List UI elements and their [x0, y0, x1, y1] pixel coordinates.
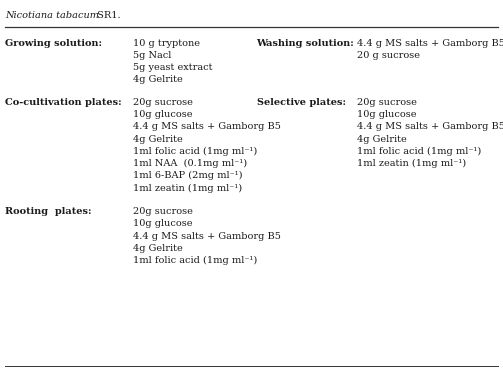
Text: 5g Nacl: 5g Nacl: [133, 51, 172, 60]
Text: 4.4 g MS salts + Gamborg B5: 4.4 g MS salts + Gamborg B5: [133, 232, 281, 240]
Text: 20 g sucrose: 20 g sucrose: [357, 51, 420, 60]
Text: 4g Gelrite: 4g Gelrite: [133, 75, 183, 84]
Text: 1ml folic acid (1mg ml⁻¹): 1ml folic acid (1mg ml⁻¹): [133, 147, 258, 156]
Text: 10g glucose: 10g glucose: [133, 110, 193, 119]
Text: Nicotiana tabacum: Nicotiana tabacum: [5, 11, 99, 20]
Text: Growing solution:: Growing solution:: [5, 39, 102, 48]
Text: 10 g tryptone: 10 g tryptone: [133, 39, 200, 48]
Text: 4g Gelrite: 4g Gelrite: [133, 244, 183, 253]
Text: 1ml 6-BAP (2mg ml⁻¹): 1ml 6-BAP (2mg ml⁻¹): [133, 171, 243, 181]
Text: 1ml folic acid (1mg ml⁻¹): 1ml folic acid (1mg ml⁻¹): [133, 256, 258, 265]
Text: 10g glucose: 10g glucose: [357, 110, 416, 119]
Text: 1ml NAA  (0.1mg ml⁻¹): 1ml NAA (0.1mg ml⁻¹): [133, 159, 247, 168]
Text: 1ml zeatin (1mg ml⁻¹): 1ml zeatin (1mg ml⁻¹): [133, 184, 242, 193]
Text: Selective plates:: Selective plates:: [257, 98, 346, 107]
Text: Co-cultivation plates:: Co-cultivation plates:: [5, 98, 122, 107]
Text: 20g sucrose: 20g sucrose: [357, 98, 417, 107]
Text: 10g glucose: 10g glucose: [133, 219, 193, 228]
Text: 4.4 g MS salts + Gamborg B5: 4.4 g MS salts + Gamborg B5: [357, 122, 503, 131]
Text: 20g sucrose: 20g sucrose: [133, 207, 193, 216]
Text: Washing solution:: Washing solution:: [257, 39, 354, 48]
Text: 20g sucrose: 20g sucrose: [133, 98, 193, 107]
Text: 4g Gelrite: 4g Gelrite: [357, 135, 407, 144]
Text: 4g Gelrite: 4g Gelrite: [133, 135, 183, 144]
Text: 5g yeast extract: 5g yeast extract: [133, 63, 213, 72]
Text: 1ml folic acid (1mg ml⁻¹): 1ml folic acid (1mg ml⁻¹): [357, 147, 481, 156]
Text: Rooting  plates:: Rooting plates:: [5, 207, 92, 216]
Text: SR1.: SR1.: [94, 11, 121, 20]
Text: 4.4 g MS salts + Gamborg B5: 4.4 g MS salts + Gamborg B5: [357, 39, 503, 48]
Text: 4.4 g MS salts + Gamborg B5: 4.4 g MS salts + Gamborg B5: [133, 122, 281, 131]
Text: 1ml zeatin (1mg ml⁻¹): 1ml zeatin (1mg ml⁻¹): [357, 159, 466, 168]
